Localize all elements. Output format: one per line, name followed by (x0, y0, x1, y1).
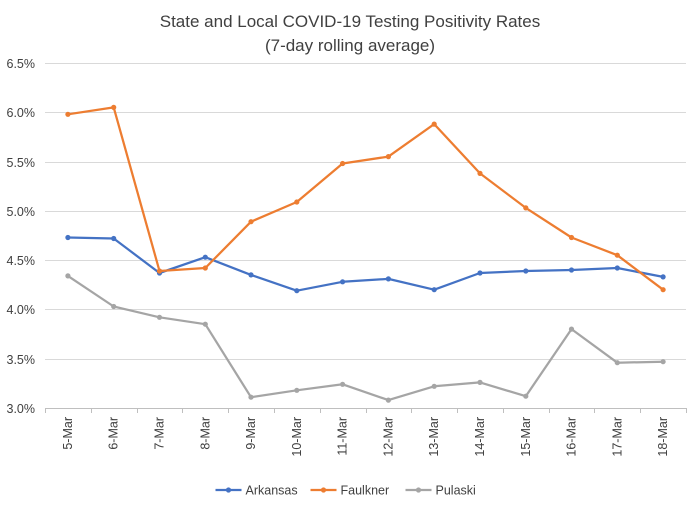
data-point-faulkner (156, 268, 163, 274)
data-point-arkansas (477, 270, 483, 276)
y-tick-label: 4.5% (7, 254, 36, 268)
x-tick-label: 11-Mar (336, 417, 350, 456)
data-point-pulaski (65, 273, 71, 279)
chart-subtitle: (7-day rolling average) (265, 36, 435, 55)
data-point-pulaski (156, 314, 163, 320)
x-tick-label: 9-Mar (244, 417, 258, 450)
data-point-pulaski (248, 394, 254, 400)
data-point-faulkner (294, 199, 300, 205)
data-point-arkansas (202, 254, 208, 260)
data-point-faulkner (568, 234, 575, 241)
legend-label-pulaski: Pulaski (436, 484, 476, 498)
series-lines (65, 104, 666, 403)
x-tick-label: 5-Mar (61, 417, 75, 450)
legend-label-faulkner: Faulkner (341, 484, 390, 498)
data-point-faulkner (65, 111, 71, 117)
chart-title: State and Local COVID-19 Testing Positiv… (160, 12, 540, 31)
data-point-arkansas (340, 279, 346, 285)
y-tick-label: 3.5% (7, 353, 36, 367)
y-tick-label: 5.0% (7, 205, 36, 219)
data-point-pulaski (385, 397, 391, 403)
x-tick-label: 15-Mar (519, 417, 533, 457)
x-tick-label: 18-Mar (656, 417, 670, 457)
data-point-pulaski (202, 321, 208, 327)
legend-marker-arkansas (225, 487, 232, 493)
x-tick-label: 12-Mar (381, 417, 395, 457)
data-point-faulkner (248, 219, 254, 225)
x-tick-label: 13-Mar (427, 417, 441, 457)
data-point-pulaski (431, 383, 437, 389)
y-axis-tick-labels: 3.0% 3.5% 4.0% 4.5% 5.0% 5.5% 6.0% 6.5% (7, 57, 36, 416)
legend-label-arkansas: Arkansas (246, 484, 298, 498)
x-tick-label: 14-Mar (473, 417, 487, 457)
data-point-pulaski (660, 359, 666, 365)
series-line-pulaski (66, 274, 665, 402)
y-tick-label: 4.0% (7, 303, 36, 317)
data-point-faulkner (477, 170, 483, 176)
gridlines (45, 63, 687, 413)
data-point-arkansas (568, 267, 575, 273)
data-point-faulkner (614, 252, 620, 258)
data-point-faulkner (660, 287, 666, 293)
x-axis-tick-labels: 5-Mar 6-Mar 7-Mar 8-Mar 9-Mar 10-Mar 11-Mar 12-… (61, 417, 670, 457)
data-point-pulaski (111, 303, 117, 310)
data-point-pulaski (568, 326, 575, 332)
data-point-pulaski (294, 387, 300, 393)
data-point-arkansas (294, 288, 300, 294)
data-point-pulaski (614, 360, 620, 366)
x-tick-label: 16-Mar (565, 417, 579, 457)
data-point-faulkner (111, 104, 117, 110)
data-point-arkansas (431, 287, 437, 293)
data-point-arkansas (660, 274, 666, 280)
data-point-arkansas (111, 235, 117, 242)
y-tick-label: 3.0% (7, 402, 36, 416)
x-tick-label: 6-Mar (107, 417, 121, 450)
data-point-arkansas (248, 272, 254, 278)
data-point-faulkner (431, 121, 437, 127)
data-point-faulkner (202, 265, 208, 271)
data-point-faulkner (340, 160, 346, 167)
y-tick-label: 6.0% (7, 106, 36, 120)
y-tick-label: 6.5% (7, 57, 36, 71)
data-point-arkansas (614, 265, 620, 271)
y-tick-label: 5.5% (7, 156, 36, 170)
data-point-arkansas (65, 234, 71, 241)
x-tick-label: 17-Mar (610, 417, 624, 457)
data-point-pulaski (340, 381, 346, 387)
data-point-arkansas (523, 268, 529, 274)
series-line-faulkner (66, 106, 665, 291)
data-point-faulkner (523, 205, 529, 211)
data-point-arkansas (385, 276, 391, 282)
legend: Arkansas Faulkner Pulaski (215, 484, 476, 498)
data-point-faulkner (385, 154, 391, 160)
data-point-pulaski (477, 379, 483, 385)
x-tick-label: 8-Mar (198, 417, 212, 450)
x-tick-label: 7-Mar (152, 417, 166, 450)
legend-marker-faulkner (320, 487, 327, 493)
x-tick-label: 10-Mar (290, 417, 304, 457)
data-point-pulaski (523, 393, 529, 399)
legend-marker-pulaski (415, 487, 422, 493)
